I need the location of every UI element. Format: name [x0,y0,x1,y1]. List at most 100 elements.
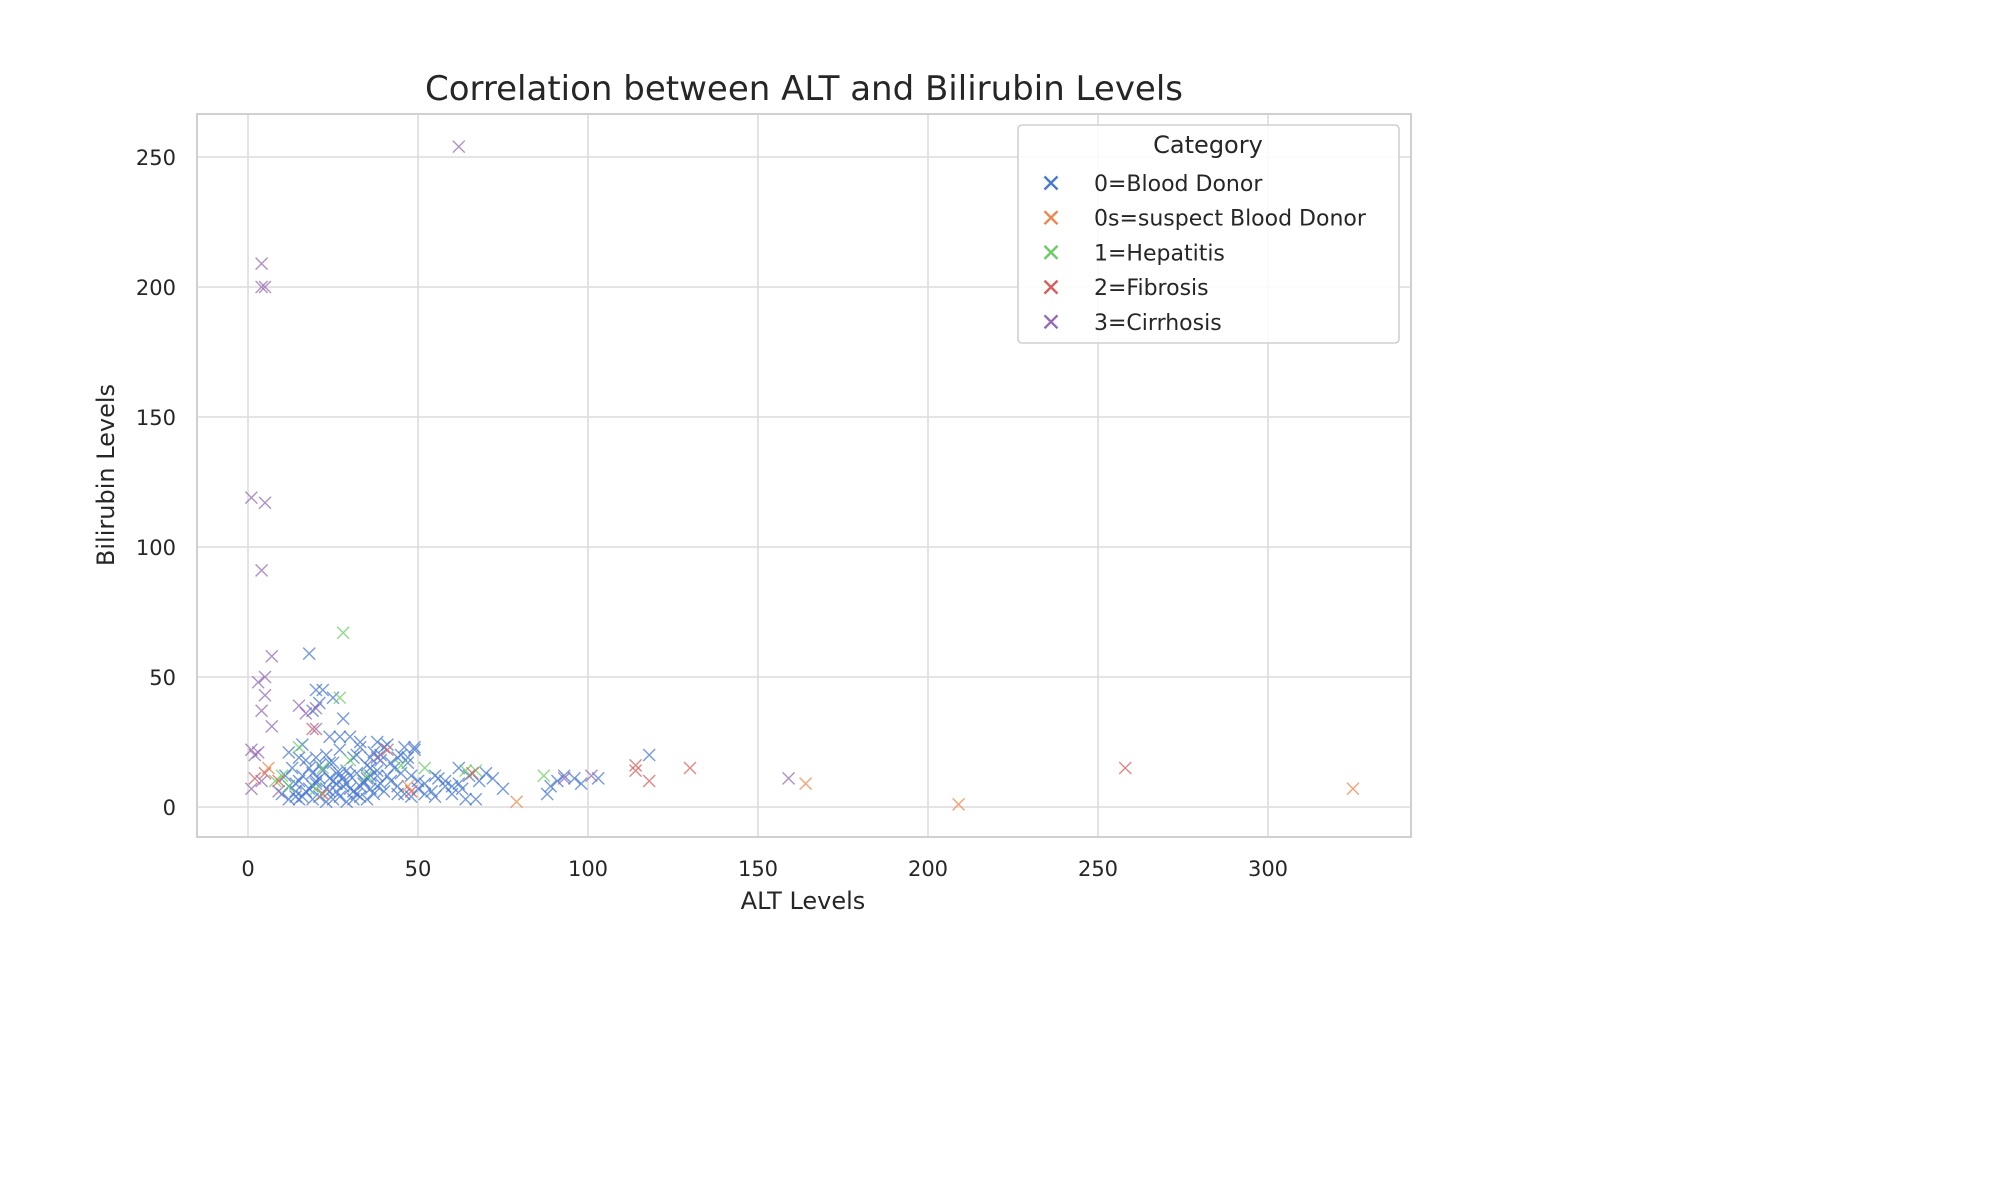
data-point [353,779,367,793]
data-point [299,753,313,767]
data-point [642,748,656,762]
legend-title: Category [1153,131,1263,159]
data-point [799,777,813,791]
data-point [302,647,316,661]
data-point [370,735,384,749]
data-point [323,756,337,770]
data-point [397,740,411,754]
data-point [350,748,364,762]
data-point [343,753,357,767]
data-point [455,782,469,796]
data-point [459,764,473,778]
data-point [445,779,459,793]
data-point [629,758,643,772]
data-point [360,771,374,785]
data-point [363,761,377,775]
data-point [255,774,269,788]
data-point [265,649,279,663]
chart-title: Correlation between ALT and Bilirubin Le… [425,69,1183,109]
data-point [428,790,442,804]
y-tick-label: 150 [136,406,176,430]
legend-label: 0s=suspect Blood Donor [1094,207,1367,232]
data-point [418,777,432,791]
data-point [540,787,554,801]
data-point [255,704,269,718]
legend-item: 1=Hepatitis [1043,241,1225,266]
x-tick-label: 250 [1078,857,1118,881]
data-point [244,782,258,796]
data-point [309,683,323,697]
data-point [418,787,432,801]
data-point [391,787,405,801]
data-point [248,748,262,762]
data-point [683,761,697,775]
data-point [265,719,279,733]
data-point [408,740,422,754]
series-0 [275,647,656,809]
data-point [336,712,350,726]
y-tick-label: 200 [136,276,176,300]
data-point [418,761,432,775]
x-tick-label: 50 [405,857,432,881]
data-point [363,751,377,765]
data-point [469,792,483,806]
data-point [370,764,384,778]
data-point [465,766,479,780]
data-point [394,758,408,772]
plot-frame [196,113,1412,838]
data-point [346,784,360,798]
data-point [326,792,340,806]
series-1 [268,626,551,796]
data-point [952,797,966,811]
data-point [272,774,286,788]
data-point [340,764,354,778]
legend-label: 3=Cirrhosis [1094,311,1222,336]
data-point [550,774,564,788]
data-point [258,766,272,780]
data-point [629,764,643,778]
data-point [248,771,262,785]
series-0s [261,761,1360,811]
legend-item: 2=Fibrosis [1043,276,1209,301]
data-point [333,691,347,705]
data-point [1118,761,1132,775]
data-point [370,751,384,765]
data-point [309,782,323,796]
data-point [567,771,581,785]
data-point [340,795,354,809]
x-axis-label: ALT Levels [741,887,866,915]
data-point [306,722,320,736]
data-point [486,771,500,785]
legend-label: 0=Blood Donor [1094,172,1263,197]
y-tick-label: 0 [163,796,176,820]
series-3 [244,140,796,798]
data-point [258,280,272,294]
data-point [782,771,796,785]
data-point [496,782,510,796]
data-point [1346,782,1360,796]
data-point [404,784,418,798]
data-point [452,761,466,775]
data-point [397,787,411,801]
data-point [255,563,269,577]
data-point [411,774,425,788]
data-point [285,761,299,775]
data-point [401,756,415,770]
grid [197,114,1411,837]
y-tick-label: 100 [136,536,176,560]
data-point [380,743,394,757]
data-point [319,795,333,809]
data-point [459,792,473,806]
data-point [510,795,524,809]
data-point [278,769,292,783]
x-tick-label: 300 [1248,857,1288,881]
legend-marker-icon [1043,314,1059,330]
data-point [289,790,303,804]
data-point [408,743,422,757]
data-point [380,769,394,783]
data-point [306,792,320,806]
legend-marker-icon [1043,175,1059,191]
data-point [401,751,415,765]
x-tick-label: 200 [908,857,948,881]
data-point [370,769,384,783]
